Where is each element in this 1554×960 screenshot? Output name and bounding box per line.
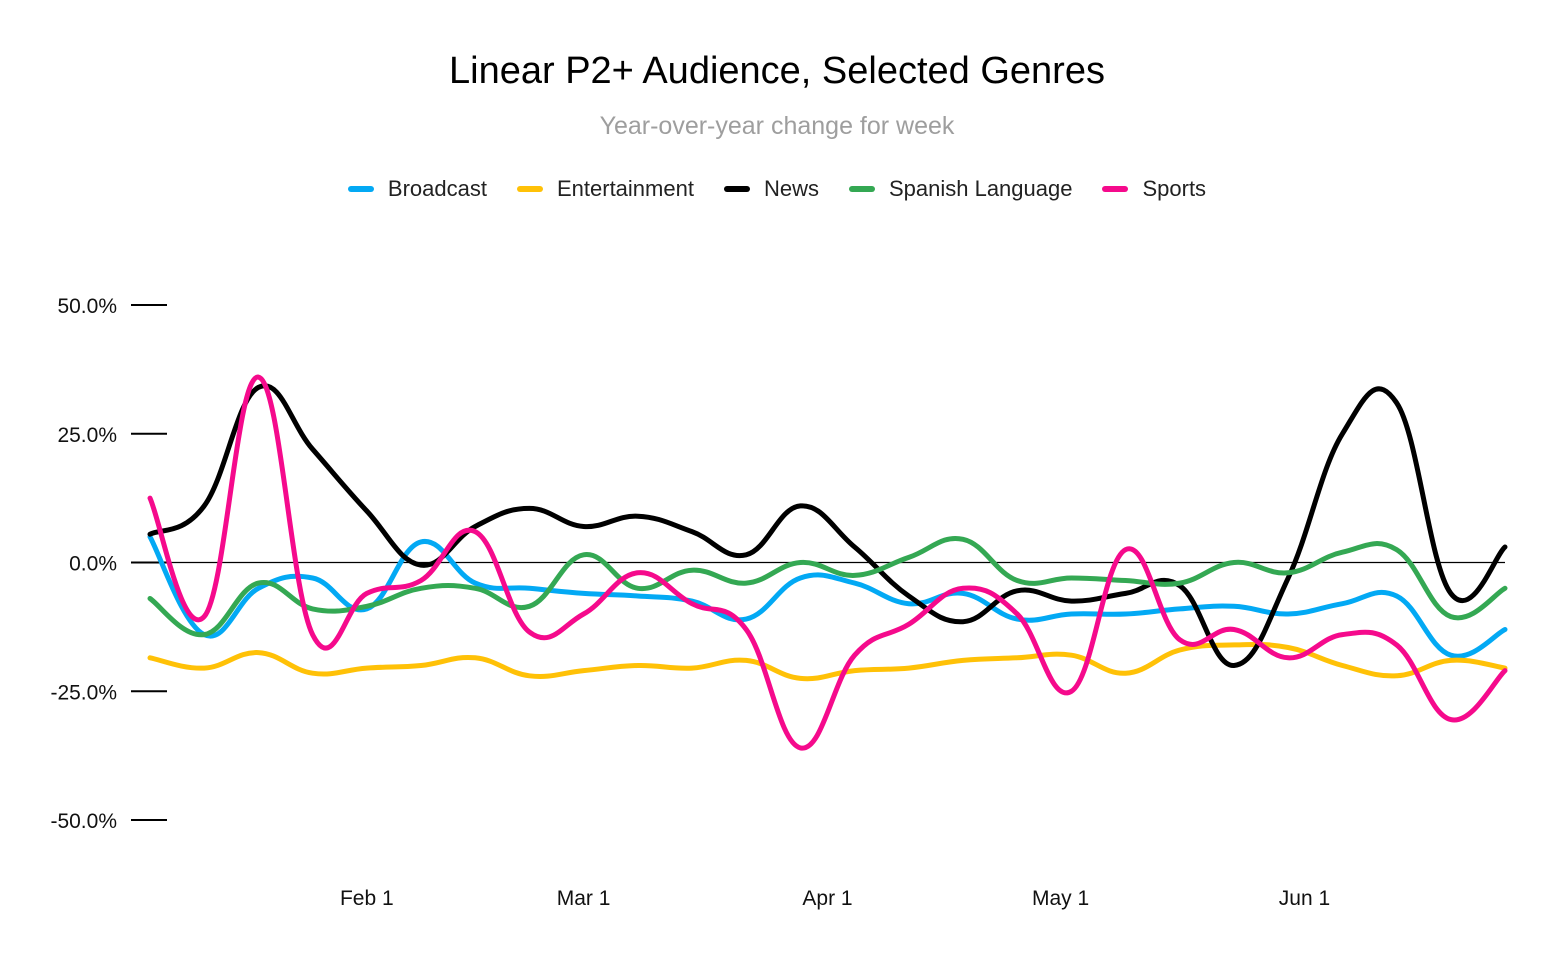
legend-item: Entertainment [516, 176, 694, 202]
legend-item: Spanish Language [848, 176, 1073, 202]
legend-label: Spanish Language [888, 176, 1073, 201]
x-tick-label: Apr 1 [802, 887, 852, 910]
y-tick-label: 50.0% [57, 295, 117, 318]
legend-item: Broadcast [347, 176, 487, 202]
series-line-news [147, 383, 1508, 668]
chart-title: Linear P2+ Audience, Selected Genres [449, 50, 1105, 92]
legend-swatch [347, 186, 374, 192]
legend-label: Entertainment [556, 176, 694, 201]
legend-swatch [723, 186, 750, 192]
x-tick-label: Jun 1 [1279, 887, 1330, 910]
chart-subtitle: Year-over-year change for week [599, 112, 955, 140]
legend-item: Sports [1102, 176, 1206, 202]
x-tick-label: Mar 1 [557, 887, 611, 910]
legend-swatch [848, 186, 875, 192]
legend-label: Sports [1142, 176, 1207, 201]
legend-label: News [763, 176, 819, 201]
y-tick-label: -50.0% [50, 810, 117, 833]
legend-swatch [516, 186, 543, 192]
x-tick-label: Feb 1 [340, 887, 394, 910]
legend-label: Broadcast [387, 176, 487, 201]
y-tick-label: -25.0% [50, 681, 117, 704]
series-line-sports [147, 374, 1508, 751]
y-tick-label: 0.0% [69, 553, 117, 576]
y-tick-label: 25.0% [57, 424, 117, 447]
series-line-broadcast [147, 534, 1508, 659]
series-line-spanish-language [147, 535, 1508, 638]
legend-item: News [723, 176, 819, 202]
legend: Broadcast Entertainment News Spanish Langua… [0, 176, 1554, 202]
legend-swatch [1102, 186, 1129, 192]
x-tick-label: May 1 [1032, 887, 1089, 910]
series-line-entertainment [147, 641, 1508, 682]
